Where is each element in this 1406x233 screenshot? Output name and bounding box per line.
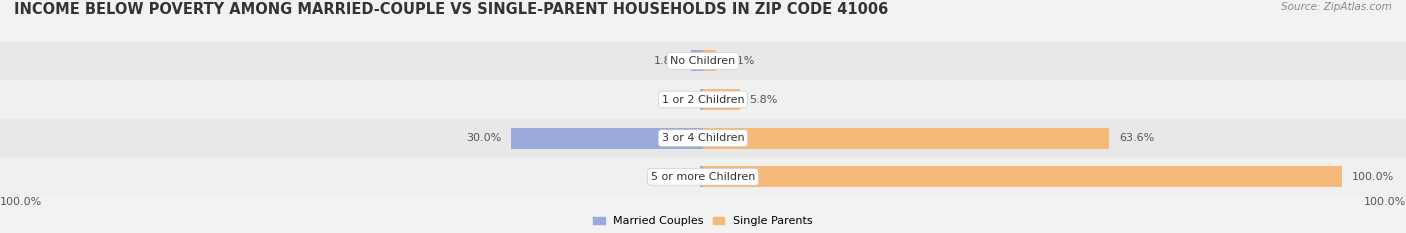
Text: Source: ZipAtlas.com: Source: ZipAtlas.com [1281,2,1392,12]
Legend: Married Couples, Single Parents: Married Couples, Single Parents [592,215,814,227]
Text: 1.8%: 1.8% [654,56,682,66]
Text: 2.1%: 2.1% [725,56,755,66]
Text: 1 or 2 Children: 1 or 2 Children [662,95,744,105]
Bar [0,41,1406,80]
Text: 3 or 4 Children: 3 or 4 Children [662,133,744,143]
Bar [0,80,1406,119]
Text: 100.0%: 100.0% [1351,172,1393,182]
Bar [700,166,703,187]
Bar [0,119,1406,158]
Text: 30.0%: 30.0% [467,133,502,143]
Bar [703,127,1109,149]
Bar [700,89,703,110]
Bar [703,166,1343,187]
Text: 100.0%: 100.0% [0,197,42,207]
Text: 0.0%: 0.0% [662,172,690,182]
Bar [703,89,740,110]
Bar [512,127,703,149]
Text: INCOME BELOW POVERTY AMONG MARRIED-COUPLE VS SINGLE-PARENT HOUSEHOLDS IN ZIP COD: INCOME BELOW POVERTY AMONG MARRIED-COUPL… [14,2,889,17]
Text: 63.6%: 63.6% [1119,133,1154,143]
Bar [703,50,717,72]
Text: 100.0%: 100.0% [1364,197,1406,207]
Text: No Children: No Children [671,56,735,66]
Text: 5.8%: 5.8% [749,95,778,105]
Text: 0.0%: 0.0% [662,95,690,105]
Bar [0,158,1406,196]
Text: 5 or more Children: 5 or more Children [651,172,755,182]
Bar [692,50,703,72]
